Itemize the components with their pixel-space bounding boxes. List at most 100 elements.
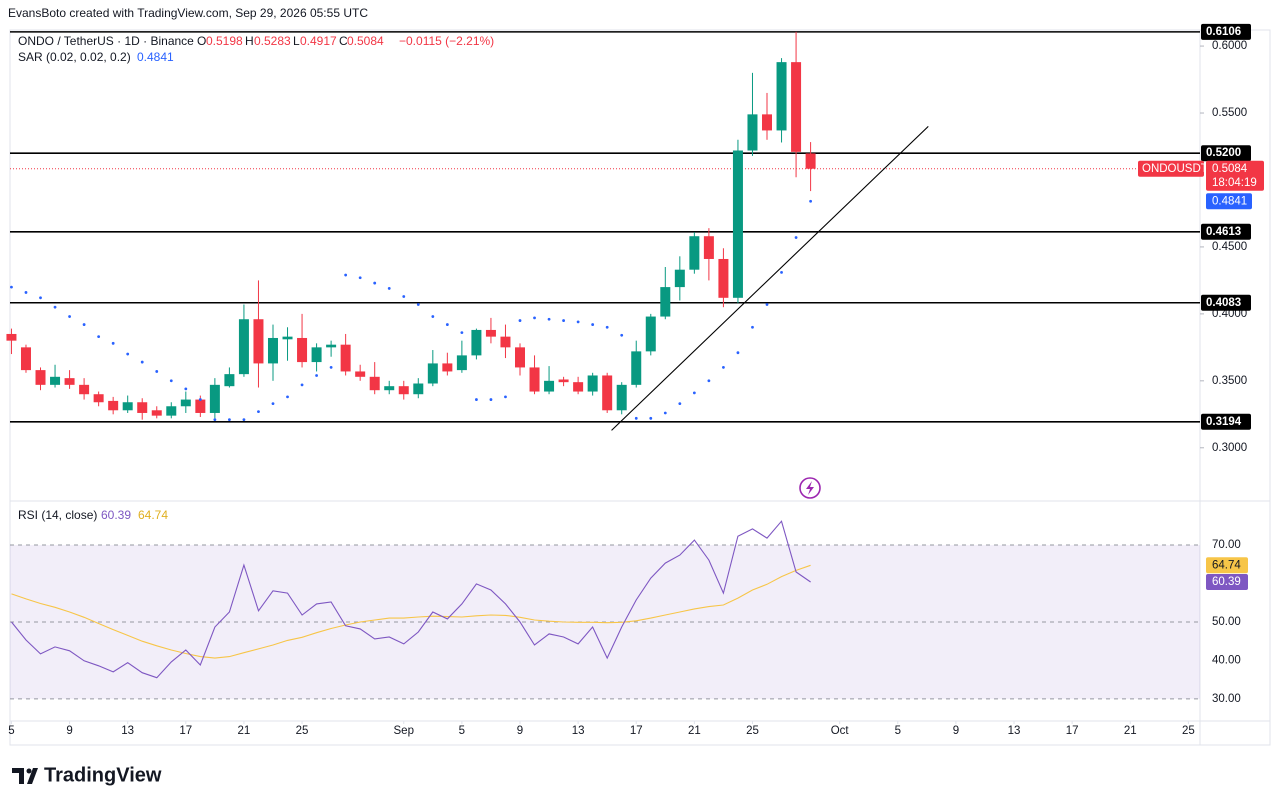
- symbol-label: ONDOUSDT: [1142, 163, 1208, 175]
- x-tick-label: 25: [1182, 725, 1195, 737]
- candle-body: [529, 367, 540, 392]
- sar-dot: [111, 341, 115, 345]
- sar-dot: [39, 296, 42, 300]
- candle-body: [369, 376, 380, 391]
- rsi-line: [11, 564, 811, 659]
- lightning-icon: [799, 477, 821, 499]
- y-tick-label: 0.3500: [1212, 375, 1247, 387]
- symbol-tag: [1138, 160, 1204, 177]
- sar-dot: [315, 374, 318, 377]
- sar-dot: [184, 387, 188, 391]
- frame: [9, 29, 1271, 746]
- sar-dot: [475, 398, 478, 401]
- sar-tag: [1206, 193, 1252, 210]
- rsi-title: RSI (14, close): [18, 508, 97, 522]
- candle-body: [297, 337, 308, 363]
- candle-body: [35, 370, 46, 385]
- x-tick-label: Oct: [831, 725, 850, 737]
- candle-body: [718, 258, 729, 298]
- sar-dot: [634, 416, 638, 420]
- candle-body: [616, 384, 627, 411]
- candle-body: [311, 347, 322, 363]
- rsi-tag-label: 60.39: [1212, 576, 1241, 588]
- sar-dot: [431, 315, 435, 318]
- rsi-tick-label: 40.00: [1212, 654, 1241, 666]
- candle-body: [558, 379, 569, 383]
- rsi-tick-label: 50.00: [1212, 616, 1241, 628]
- sar-dot: [445, 323, 449, 326]
- candle-body: [326, 344, 337, 348]
- candle-body: [456, 355, 467, 371]
- level-tag: [1201, 223, 1251, 240]
- x-tick-label: Sep: [394, 725, 414, 737]
- ohlc-value: 0.5198: [206, 34, 243, 48]
- ohlc-value: 0.5084: [347, 34, 384, 48]
- sar-dot: [82, 323, 86, 326]
- ohlc-value: 0.4917: [300, 34, 337, 48]
- sar-dot: [576, 320, 580, 324]
- sar-dot: [169, 379, 173, 383]
- x-tick-label: 5: [459, 725, 465, 737]
- candle-body: [209, 384, 220, 413]
- sar-dot: [809, 199, 812, 203]
- rsi-tick-label: 30.00: [1212, 693, 1241, 705]
- sar-dot: [591, 323, 595, 326]
- sar-dot: [794, 236, 798, 239]
- level-label: 0.3194: [1206, 416, 1242, 428]
- sar-dot: [10, 285, 13, 289]
- level-label: 0.5200: [1206, 147, 1241, 159]
- sar-dot: [358, 276, 362, 280]
- sar-dot: [242, 418, 246, 422]
- sar-dot: [329, 366, 333, 369]
- candle-body: [573, 382, 584, 392]
- sar-dot: [460, 331, 464, 335]
- sar-dot: [678, 402, 682, 405]
- sar-dot: [547, 317, 551, 321]
- x-tick-label: 21: [1124, 725, 1137, 737]
- candle-body: [747, 114, 758, 151]
- credit: EvansBoto created with TradingView.com, …: [8, 6, 368, 20]
- sar-dot: [97, 335, 101, 339]
- logo: [12, 768, 38, 784]
- rsi-tag-label: 64.74: [1212, 559, 1241, 571]
- candle-body: [485, 329, 496, 337]
- price-tag: [1206, 160, 1264, 191]
- candle-body: [645, 316, 656, 352]
- level-tag: [1201, 23, 1251, 40]
- sar-dot: [605, 325, 609, 329]
- candle-body: [151, 410, 162, 416]
- candle-body: [79, 384, 90, 395]
- x-tick-label: 21: [688, 725, 701, 737]
- candle-body: [471, 329, 482, 356]
- candle-body: [413, 383, 424, 395]
- candle-body: [64, 378, 75, 385]
- sar-dot: [489, 398, 493, 401]
- trendline: [611, 126, 929, 431]
- candle-body: [137, 402, 148, 413]
- y-tick-label: 0.3000: [1212, 442, 1247, 454]
- ohlc-value: 0.5283: [254, 34, 291, 48]
- sar-dot: [649, 416, 653, 420]
- sar-dot: [126, 352, 130, 356]
- candle-body: [6, 333, 17, 341]
- sar-dot: [533, 316, 536, 320]
- x-tick-label: 9: [66, 725, 72, 737]
- ohlc-key: H: [245, 34, 254, 48]
- sar-dot: [562, 319, 565, 322]
- x-tick-label: 5: [8, 725, 14, 737]
- ohlc-key: O: [197, 34, 206, 48]
- sar-dot: [257, 410, 260, 414]
- candle-body: [732, 150, 743, 298]
- sar-dot: [155, 370, 159, 373]
- sar-dot: [518, 319, 522, 322]
- sar-dot: [344, 273, 348, 277]
- rsi-tag: [1206, 557, 1248, 574]
- level-tag: [1201, 145, 1251, 162]
- candle-body: [224, 374, 235, 387]
- x-tick-label: 13: [121, 725, 134, 737]
- candle-body: [587, 375, 598, 392]
- sar-dot: [373, 281, 377, 285]
- ohlc-key: L: [293, 34, 300, 48]
